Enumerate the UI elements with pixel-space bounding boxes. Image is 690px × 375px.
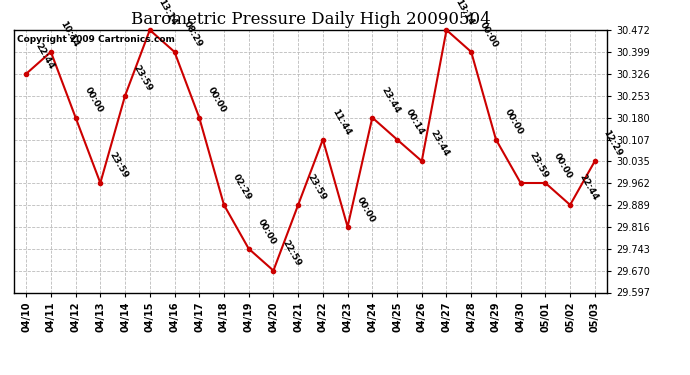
Text: 00:14: 00:14 [404,108,426,137]
Text: 23:44: 23:44 [380,86,402,115]
Text: 08:29: 08:29 [181,20,204,49]
Text: 10:14: 10:14 [58,20,80,49]
Title: Barometric Pressure Daily High 20090504: Barometric Pressure Daily High 20090504 [130,12,491,28]
Text: 23:59: 23:59 [305,173,327,202]
Text: 22:44: 22:44 [33,42,55,71]
Text: 23:59: 23:59 [528,151,550,180]
Text: 23:59: 23:59 [132,63,154,93]
Text: 00:00: 00:00 [503,108,524,137]
Text: 00:00: 00:00 [552,152,574,180]
Text: 00:00: 00:00 [83,86,104,115]
Text: 00:00: 00:00 [206,86,228,115]
Text: Copyright 2009 Cartronics.com: Copyright 2009 Cartronics.com [17,35,175,44]
Text: 00:00: 00:00 [355,195,376,224]
Text: 00:00: 00:00 [255,217,277,246]
Text: 02:29: 02:29 [231,173,253,202]
Text: 23:44: 23:44 [428,129,451,158]
Text: 12:29: 12:29 [602,129,624,158]
Text: 23:59: 23:59 [107,151,130,180]
Text: 00:00: 00:00 [478,20,500,49]
Text: 13:14: 13:14 [157,0,179,27]
Text: 13:14: 13:14 [453,0,475,27]
Text: 11:44: 11:44 [330,107,352,137]
Text: 22:59: 22:59 [280,238,302,268]
Text: 22:44: 22:44 [577,172,600,202]
